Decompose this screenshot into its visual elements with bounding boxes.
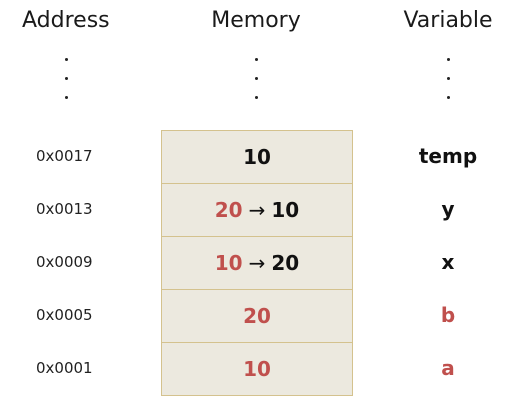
dot: [255, 96, 258, 99]
memory-cell: 10: [162, 131, 352, 183]
dot: [65, 96, 68, 99]
arrow-icon: →: [248, 251, 266, 275]
address-label: 0x0013: [36, 199, 93, 218]
memory-cell: 10 → 20: [162, 236, 352, 289]
cell-value: 20: [271, 251, 300, 275]
variable-label: a: [441, 355, 455, 380]
header-variable: Variable: [403, 8, 493, 33]
variable-label: x: [441, 249, 455, 274]
address-label: 0x0001: [36, 358, 93, 377]
variable-label: y: [441, 196, 455, 221]
arrow-icon: →: [248, 198, 266, 222]
old-value: 20: [214, 198, 243, 222]
cell-value: 10: [271, 198, 300, 222]
ellipsis-memory: [252, 58, 262, 108]
address-label: 0x0005: [36, 305, 93, 324]
header-address: Address: [22, 8, 110, 33]
header-memory: Memory: [211, 8, 301, 33]
ellipsis-variable: [444, 58, 454, 108]
dot: [447, 58, 450, 61]
address-label: 0x0017: [36, 146, 93, 165]
variable-label: b: [440, 302, 456, 327]
dot: [447, 77, 450, 80]
dot: [255, 58, 258, 61]
cell-value: 10: [243, 357, 271, 381]
ellipsis-address: [62, 58, 72, 108]
dot: [447, 96, 450, 99]
memory-cell: 20: [162, 289, 352, 342]
memory-table: 10 20 → 10 10 → 20 20 10: [161, 130, 353, 396]
cell-value: 20: [243, 304, 271, 328]
dot: [65, 77, 68, 80]
cell-value: 10: [243, 145, 271, 169]
old-value: 10: [214, 251, 243, 275]
memory-cell: 10: [162, 342, 352, 395]
variable-label: temp: [418, 143, 478, 168]
address-label: 0x0009: [36, 252, 93, 271]
dot: [65, 58, 68, 61]
memory-cell: 20 → 10: [162, 183, 352, 236]
dot: [255, 77, 258, 80]
